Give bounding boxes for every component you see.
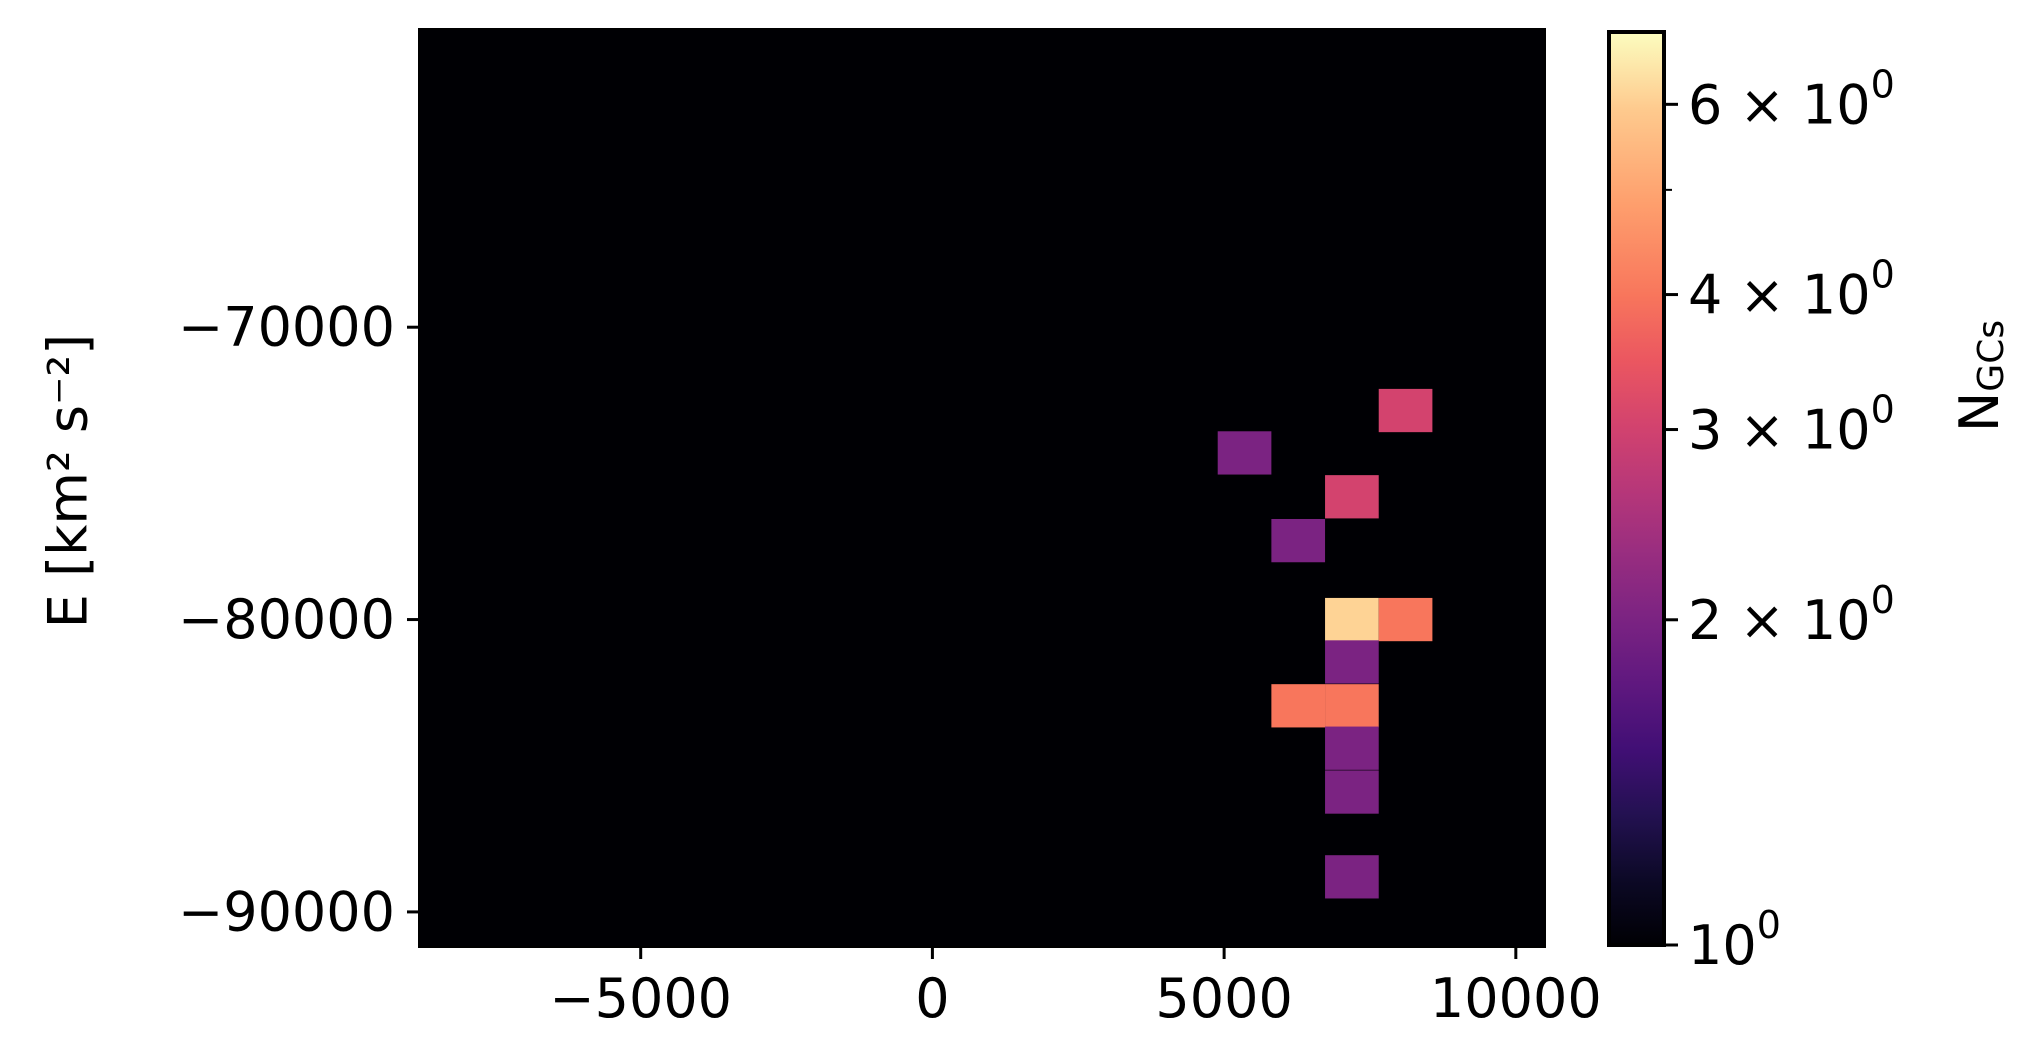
colorbar-gradient-upper — [1609, 32, 1664, 296]
heatmap-cell — [1217, 431, 1272, 475]
heatmap-cell — [1271, 684, 1326, 728]
x-tick-label: −5000 — [549, 967, 732, 1030]
heatmap-cell — [1325, 684, 1379, 728]
colorbar-frame — [1607, 30, 1666, 947]
heatmap-cell — [1271, 518, 1326, 563]
colorbar-ticks: 100 2 × 100 3 × 100 4 × 100 6 × 100 — [1664, 62, 1895, 977]
y-tick-label: −70000 — [178, 296, 395, 359]
colorbar-label-sub: GCs — [1971, 320, 2012, 392]
heatmap-cells — [1217, 388, 1433, 899]
heatmap-cell — [1325, 597, 1379, 642]
y-tick-label: −80000 — [178, 588, 395, 651]
colorbar-tick-label: 4 × 100 — [1688, 253, 1895, 327]
heatmap-cell — [1325, 855, 1379, 899]
x-tick-label: 0 — [915, 967, 949, 1030]
colorbar-label: NGCs — [1948, 320, 2012, 432]
colorbar: 100 2 × 100 3 × 100 4 × 100 6 × 100 NGCs — [1607, 30, 2012, 977]
y-axis-label: E [km² s⁻²] — [37, 334, 100, 628]
x-tick-label: 10000 — [1430, 967, 1602, 1030]
heatmap-cell — [1378, 597, 1433, 642]
colorbar-tick-label: 3 × 100 — [1688, 388, 1895, 462]
heatmap-cell — [1325, 726, 1379, 770]
heatmap-cell — [1325, 770, 1379, 814]
x-tick-label: 5000 — [1155, 967, 1292, 1030]
y-tick-label: −90000 — [178, 880, 395, 943]
colorbar-gradient-lower — [1609, 294, 1664, 945]
y-axis: −70000 −80000 −90000 — [178, 296, 419, 943]
x-axis: −5000 0 5000 10000 — [549, 947, 1602, 1030]
colorbar-tick-label: 100 — [1688, 903, 1781, 977]
heatmap-cell — [1325, 475, 1379, 519]
heatmap-cell — [1378, 388, 1433, 433]
plot-frame — [418, 28, 1546, 948]
plot-area — [418, 28, 1546, 948]
colorbar-tick-label: 6 × 100 — [1688, 62, 1895, 136]
heatmap-cell — [1325, 640, 1379, 684]
colorbar-label-main: N — [1948, 392, 2011, 432]
colorbar-tick-label: 2 × 100 — [1688, 578, 1895, 652]
